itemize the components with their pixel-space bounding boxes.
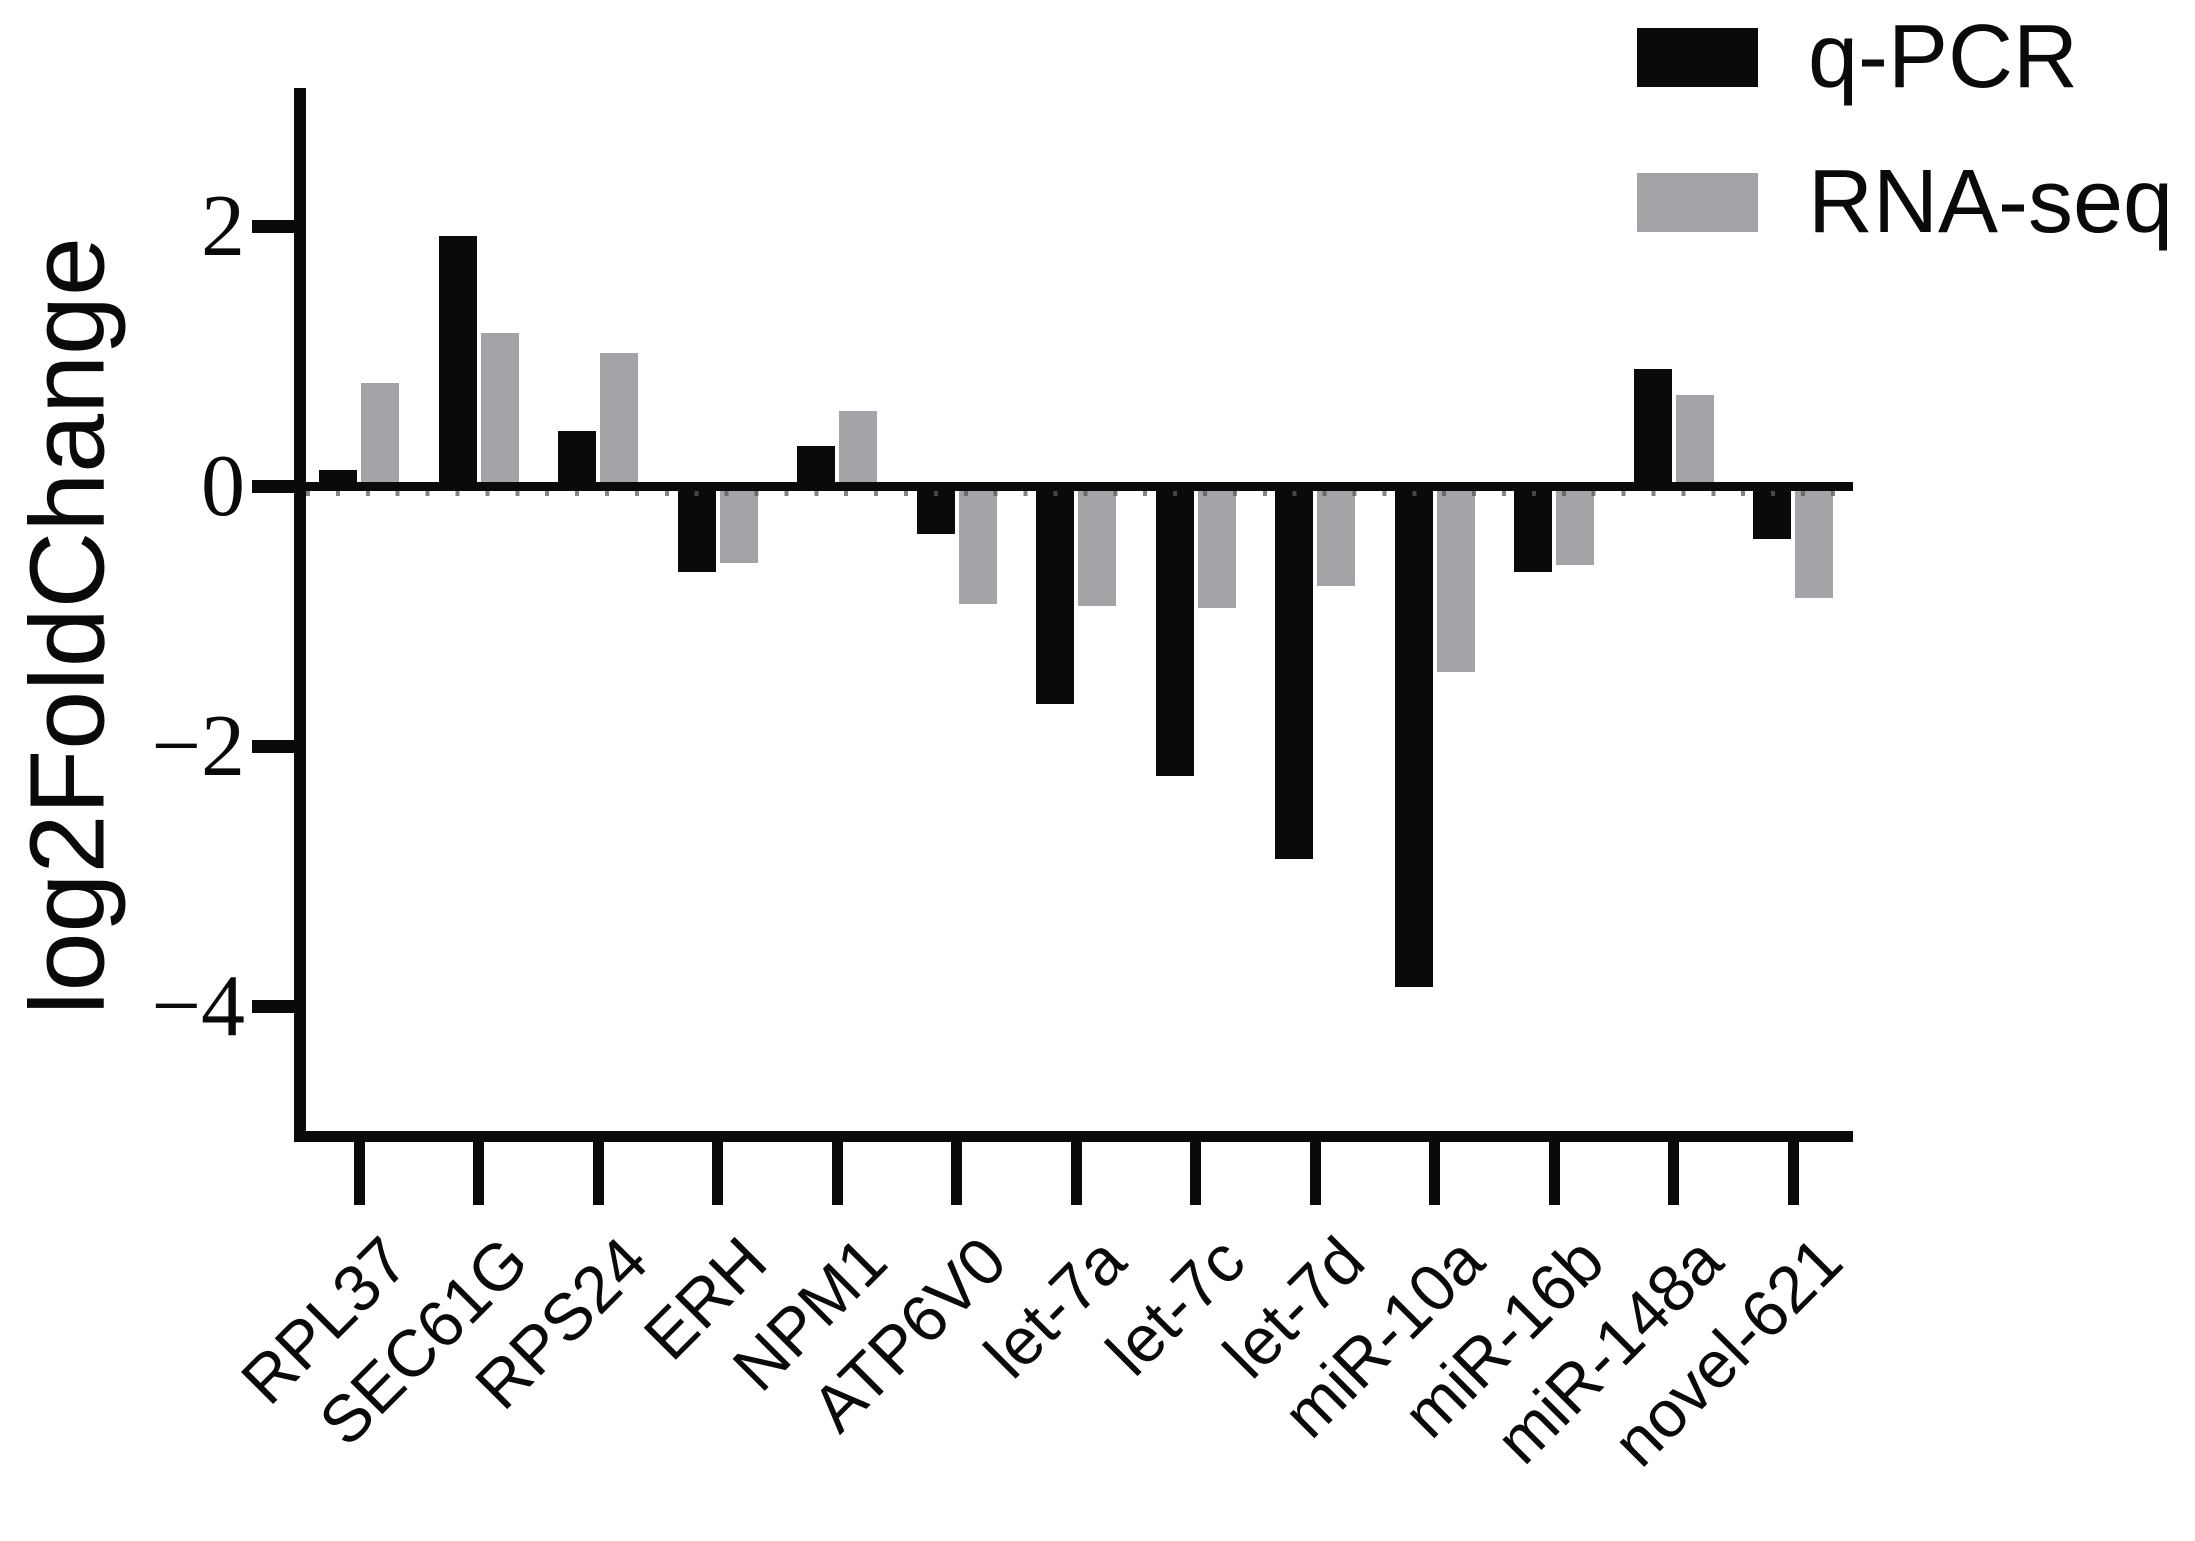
bar-qpcr-miR-16b bbox=[1514, 482, 1552, 572]
bar-rnaseq-NPM1 bbox=[839, 410, 877, 490]
x-tick-miR-10a bbox=[1429, 1141, 1440, 1205]
x-tick-RPS24 bbox=[592, 1141, 604, 1205]
x-tick-let-7d bbox=[1309, 1141, 1321, 1205]
x-tick-novel-621 bbox=[1787, 1141, 1799, 1205]
bar-rnaseq-ATP6V0 bbox=[958, 482, 997, 605]
bar-rnaseq-novel-621 bbox=[1795, 482, 1833, 598]
bar-rnaseq-let-7a bbox=[1078, 482, 1116, 606]
legend-swatch-qpcr bbox=[1637, 28, 1758, 87]
bar-qpcr-let-7c bbox=[1155, 482, 1194, 776]
y-tick-label--4: −4 bbox=[151, 957, 245, 1055]
bar-rnaseq-SEC61G bbox=[480, 332, 519, 490]
x-tick-miR-148a bbox=[1668, 1141, 1679, 1205]
x-tick-let-7c bbox=[1190, 1141, 1201, 1205]
legend-label-qpcr: q-PCR bbox=[1808, 7, 2079, 107]
y-tick-2 bbox=[252, 219, 294, 233]
x-tick-ATP6V0 bbox=[951, 1141, 962, 1205]
y-axis-title-text: log2FoldChange bbox=[8, 237, 127, 1015]
zero-line bbox=[294, 482, 1853, 491]
bar-qpcr-SEC61G bbox=[438, 236, 477, 490]
bar-qpcr-ERH bbox=[677, 482, 716, 572]
y-tick--4 bbox=[252, 999, 294, 1013]
y-tick-label-2: 2 bbox=[201, 177, 245, 275]
x-tick-ERH bbox=[712, 1141, 723, 1205]
x-tick-let-7a bbox=[1070, 1141, 1082, 1205]
y-tick-label--2: −2 bbox=[151, 697, 245, 795]
x-label-text-let-7a: let-7a bbox=[969, 1222, 1140, 1392]
bar-qpcr-let-7d bbox=[1275, 482, 1313, 860]
bar-rnaseq-RPS24 bbox=[600, 353, 638, 490]
legend-swatch-rnaseq bbox=[1637, 173, 1758, 232]
bar-qpcr-RPS24 bbox=[558, 431, 596, 490]
zero-line-minor-ticks bbox=[306, 491, 1853, 496]
bar-qpcr-miR-10a bbox=[1394, 482, 1433, 987]
y-tick-label-0: 0 bbox=[201, 437, 245, 535]
bar-rnaseq-RPL37 bbox=[361, 383, 399, 490]
x-tick-SEC61G bbox=[473, 1141, 484, 1205]
y-tick-0 bbox=[252, 479, 294, 493]
bar-rnaseq-miR-10a bbox=[1436, 482, 1475, 672]
x-tick-NPM1 bbox=[831, 1141, 843, 1205]
x-tick-RPL37 bbox=[353, 1141, 365, 1205]
bar-rnaseq-miR-148a bbox=[1675, 395, 1714, 490]
legend-label-rnaseq: RNA-seq bbox=[1808, 152, 2174, 252]
y-axis-line bbox=[294, 88, 306, 1141]
bar-rnaseq-let-7c bbox=[1197, 482, 1236, 609]
y-tick--2 bbox=[252, 739, 294, 753]
x-tick-miR-16b bbox=[1548, 1141, 1560, 1205]
bar-rnaseq-let-7d bbox=[1317, 482, 1355, 587]
bar-qpcr-miR-148a bbox=[1633, 369, 1672, 490]
bar-qpcr-let-7a bbox=[1036, 482, 1074, 705]
x-axis-line bbox=[294, 1131, 1853, 1142]
